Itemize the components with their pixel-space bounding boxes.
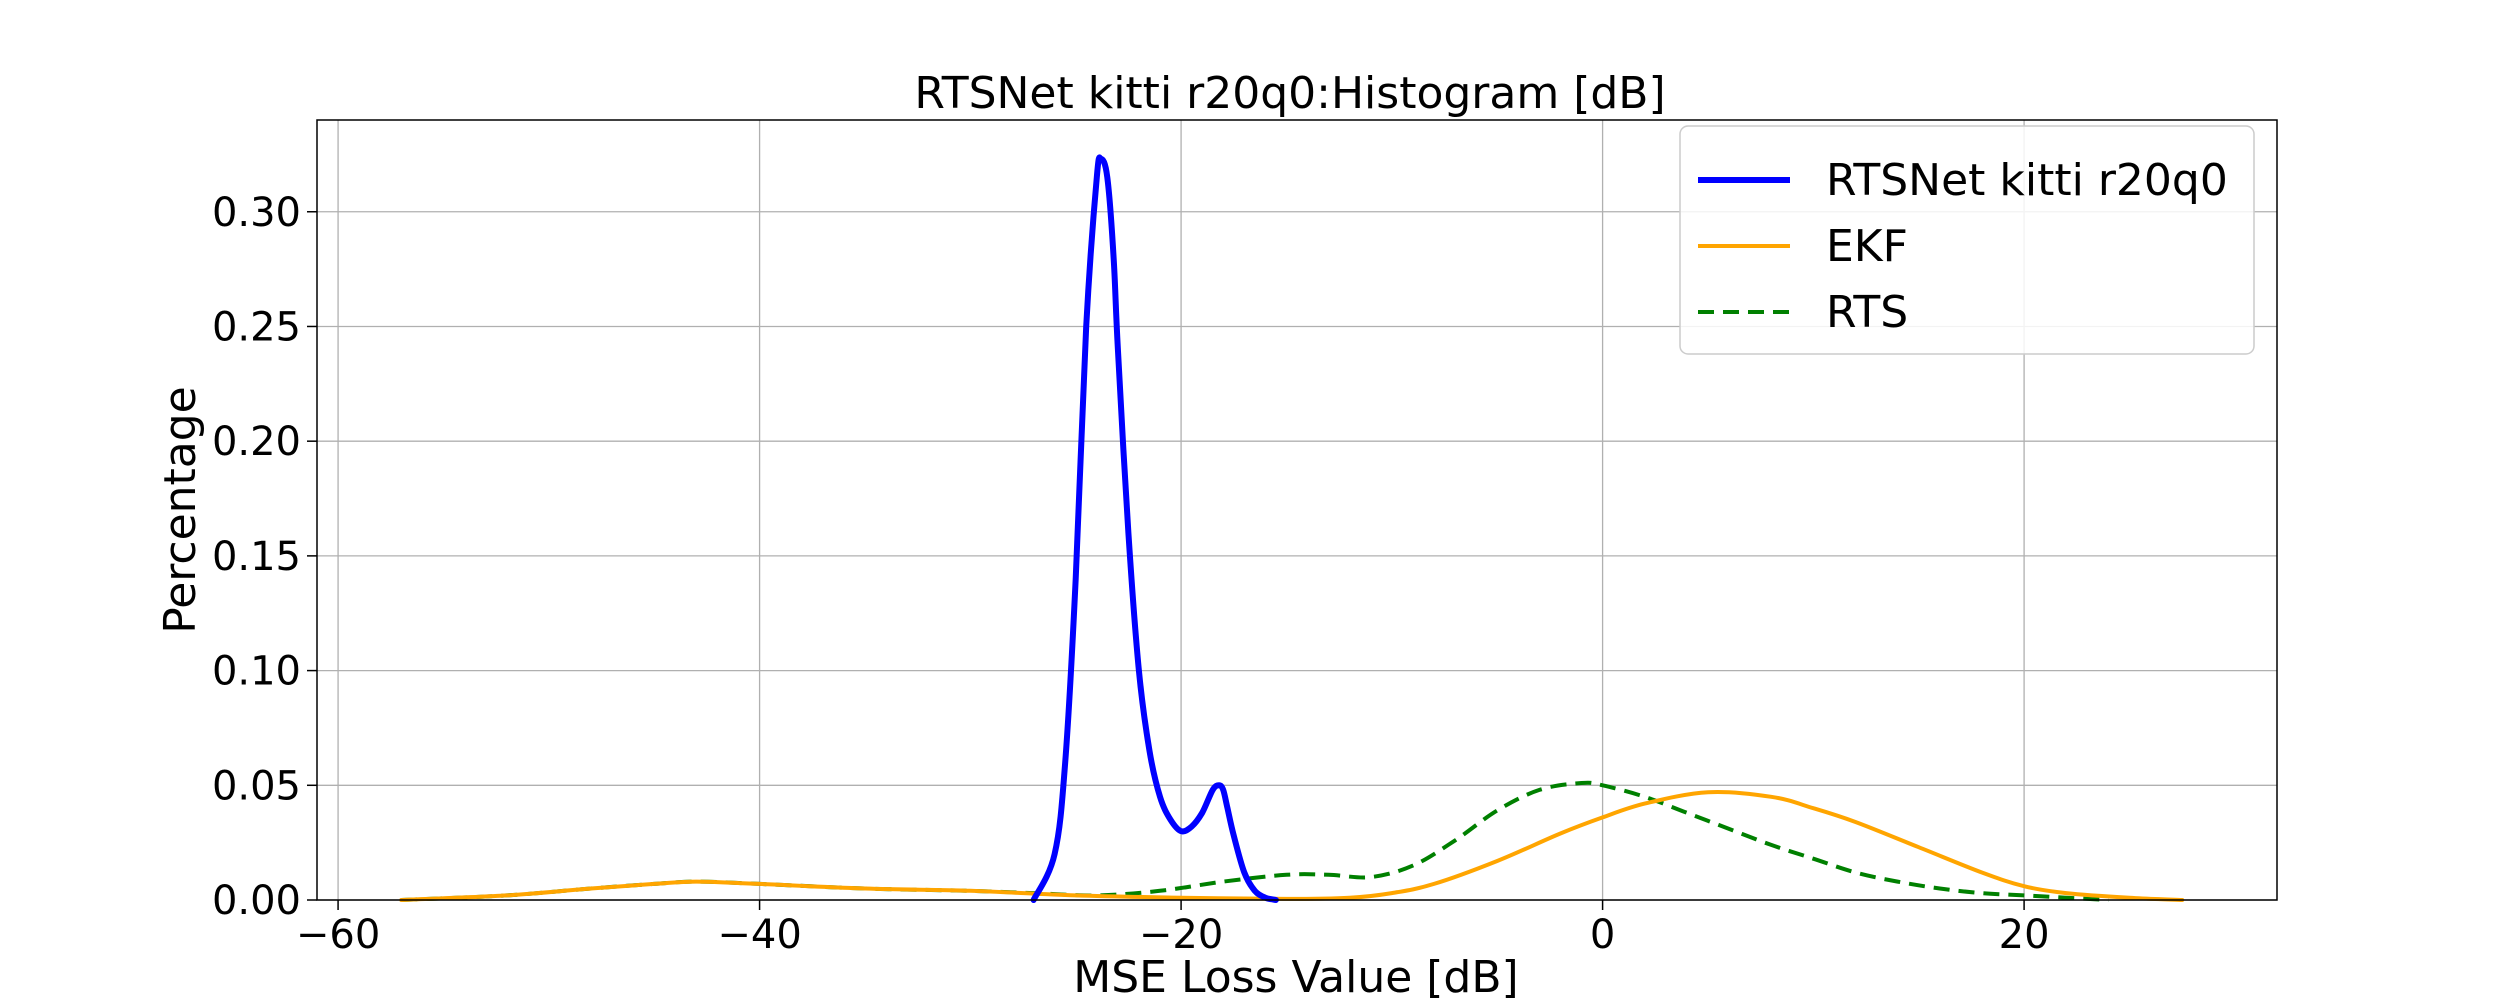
x-tick-label: 20 [1999,912,2050,958]
y-axis-label: Percentage [155,386,206,634]
legend-label: EKF [1826,221,1908,272]
x-tick-label: −60 [296,912,380,958]
legend: RTSNet kitti r20q0 EKF RTS [1679,125,2255,355]
y-tick-label: 0.20 [212,419,301,465]
plot-area-frame [316,119,2278,901]
y-tick-label: 0.30 [212,190,301,236]
y-tick-label: 0.25 [212,304,301,350]
legend-label: RTSNet kitti r20q0 [1826,155,2228,206]
legend-box [1679,125,2255,355]
x-tick-label: −40 [717,912,801,958]
axis-ticks: −60 −40 −20 0 20 0.00 0.05 0.10 0.15 0.20 0.25 0.30 [212,190,2050,958]
x-tick-label: −20 [1139,912,1223,958]
legend-label: RTS [1826,287,1908,338]
y-tick-label: 0.15 [212,534,301,580]
series-line-ekf [399,789,2185,902]
series-line-rtsnet-kitti-r20q0 [1030,154,1279,903]
y-tick-label: 0.05 [212,763,301,809]
series-layer [399,154,2185,903]
y-tick-label: 0.00 [212,878,301,924]
y-tick-label: 0.10 [212,649,301,695]
x-tick-label: 0 [1590,912,1615,958]
x-axis-label: MSE Loss Value [dB] [1073,952,1518,1000]
chart-title: RTSNet kitti r20q0:Histogram [dB] [914,68,1665,119]
